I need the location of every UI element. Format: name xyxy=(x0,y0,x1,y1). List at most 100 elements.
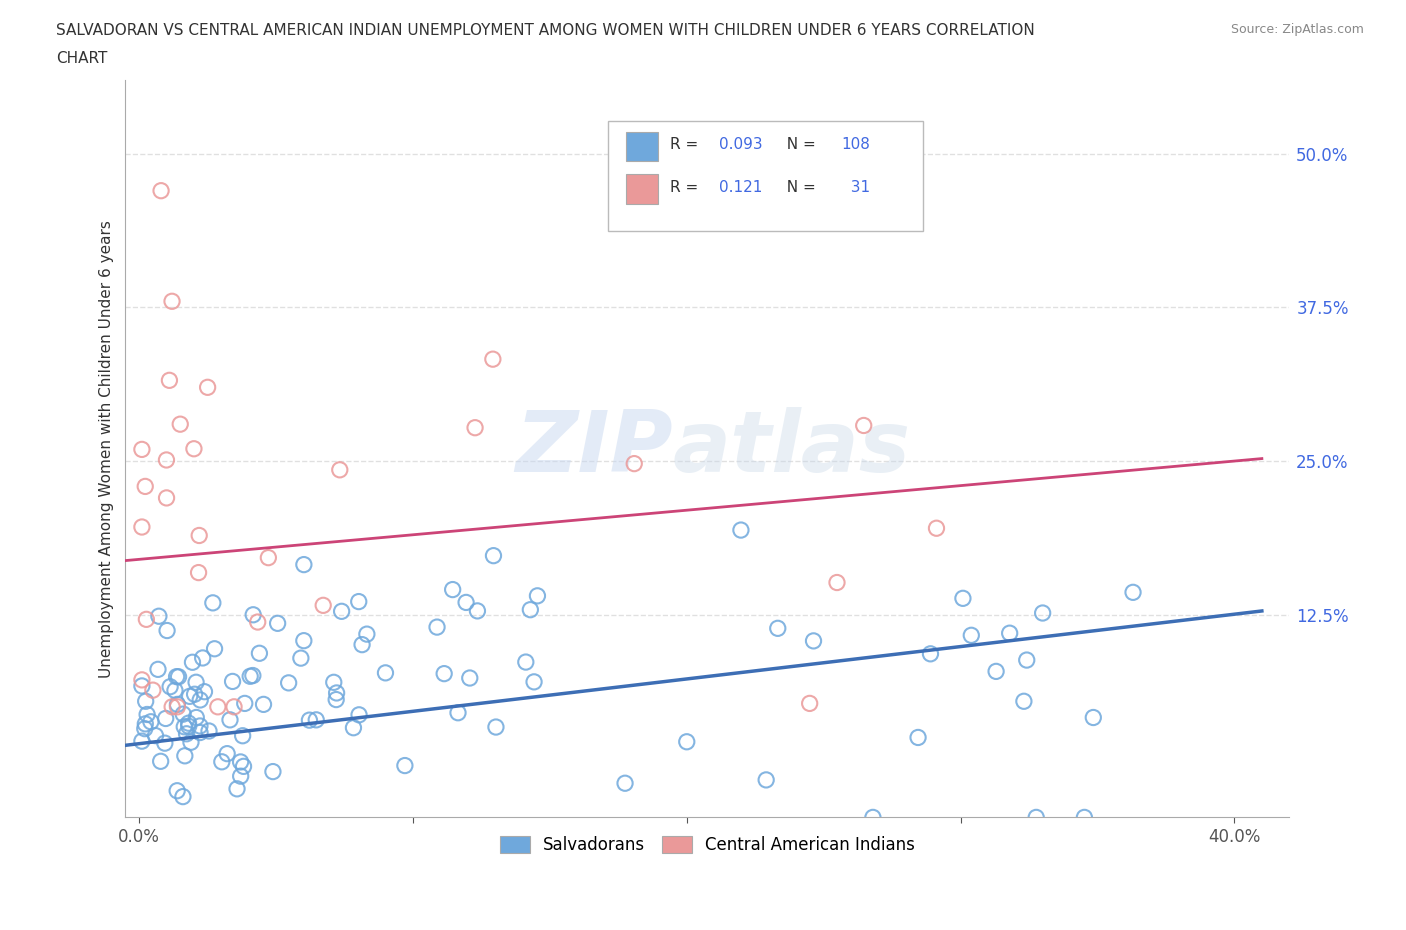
Text: 0.121: 0.121 xyxy=(718,180,762,195)
Point xyxy=(356,627,378,642)
Point xyxy=(347,708,370,723)
Point xyxy=(191,650,214,665)
Point xyxy=(217,746,239,761)
Point xyxy=(325,692,347,707)
Point xyxy=(441,582,464,597)
Point xyxy=(131,734,153,749)
Point xyxy=(187,565,209,580)
Point xyxy=(456,595,478,610)
Point xyxy=(1073,810,1095,825)
Text: CHART: CHART xyxy=(56,51,108,66)
Point xyxy=(183,687,205,702)
Point xyxy=(160,699,183,714)
Point xyxy=(184,675,207,690)
Point xyxy=(155,453,177,468)
Point xyxy=(277,675,299,690)
Point xyxy=(374,665,396,680)
Point xyxy=(266,616,288,631)
Point xyxy=(799,696,821,711)
Point xyxy=(232,759,254,774)
Point xyxy=(219,712,242,727)
Point xyxy=(181,655,204,670)
Point xyxy=(150,183,173,198)
Point xyxy=(862,810,884,825)
Point xyxy=(153,736,176,751)
Text: 31: 31 xyxy=(841,180,870,195)
Point xyxy=(207,699,229,714)
Point xyxy=(322,675,344,690)
Point xyxy=(134,716,156,731)
Point xyxy=(242,668,264,683)
Point xyxy=(155,711,177,726)
Point xyxy=(226,781,249,796)
Point xyxy=(148,609,170,624)
Text: Source: ZipAtlas.com: Source: ZipAtlas.com xyxy=(1230,23,1364,36)
Point xyxy=(984,664,1007,679)
Point xyxy=(180,735,202,750)
Point xyxy=(523,674,546,689)
Point xyxy=(186,710,208,724)
Bar xyxy=(626,175,658,204)
Point xyxy=(167,670,190,684)
Text: atlas: atlas xyxy=(672,407,911,490)
Point xyxy=(183,442,205,457)
Point xyxy=(1025,810,1047,825)
Point xyxy=(131,442,153,457)
Point xyxy=(201,595,224,610)
Point xyxy=(766,621,789,636)
Point xyxy=(197,379,219,394)
Point xyxy=(139,714,162,729)
Point xyxy=(204,642,226,657)
Point xyxy=(134,479,156,494)
Point xyxy=(163,683,186,698)
Point xyxy=(262,764,284,779)
Point xyxy=(149,754,172,769)
Point xyxy=(614,776,637,790)
Point xyxy=(325,685,347,700)
Point xyxy=(290,651,312,666)
Point xyxy=(755,773,778,788)
Point xyxy=(426,619,449,634)
Text: N =: N = xyxy=(778,138,821,153)
Point xyxy=(232,728,254,743)
Point xyxy=(166,670,188,684)
Point xyxy=(433,666,456,681)
Point xyxy=(169,417,191,432)
Point xyxy=(188,528,211,543)
Point xyxy=(160,294,183,309)
Point xyxy=(188,719,211,734)
Point xyxy=(1032,605,1054,620)
Point xyxy=(803,633,825,648)
Point xyxy=(825,575,848,590)
Point xyxy=(292,557,315,572)
Point xyxy=(458,671,481,685)
Point xyxy=(157,373,180,388)
Text: N =: N = xyxy=(778,180,821,195)
Point xyxy=(342,720,364,735)
Point xyxy=(246,615,269,630)
Point xyxy=(131,520,153,535)
Point xyxy=(239,669,262,684)
Point xyxy=(852,418,875,433)
Point xyxy=(519,603,541,618)
Point xyxy=(142,683,165,698)
Point xyxy=(145,728,167,743)
Point xyxy=(221,674,243,689)
Point xyxy=(159,679,181,694)
Point xyxy=(330,604,353,618)
Y-axis label: Unemployment Among Women with Children Under 6 years: Unemployment Among Women with Children U… xyxy=(100,219,114,678)
Text: 108: 108 xyxy=(841,138,870,153)
Point xyxy=(173,749,195,764)
Point xyxy=(467,604,489,618)
Point xyxy=(229,754,252,769)
Point xyxy=(312,598,335,613)
Text: SALVADORAN VS CENTRAL AMERICAN INDIAN UNEMPLOYMENT AMONG WOMEN WITH CHILDREN UND: SALVADORAN VS CENTRAL AMERICAN INDIAN UN… xyxy=(56,23,1035,38)
Point xyxy=(242,607,264,622)
Point xyxy=(298,712,321,727)
Point xyxy=(960,628,983,643)
FancyBboxPatch shape xyxy=(609,121,922,232)
Text: 0.093: 0.093 xyxy=(718,138,762,153)
Point xyxy=(131,679,153,694)
Point xyxy=(135,694,157,709)
Point xyxy=(211,754,233,769)
